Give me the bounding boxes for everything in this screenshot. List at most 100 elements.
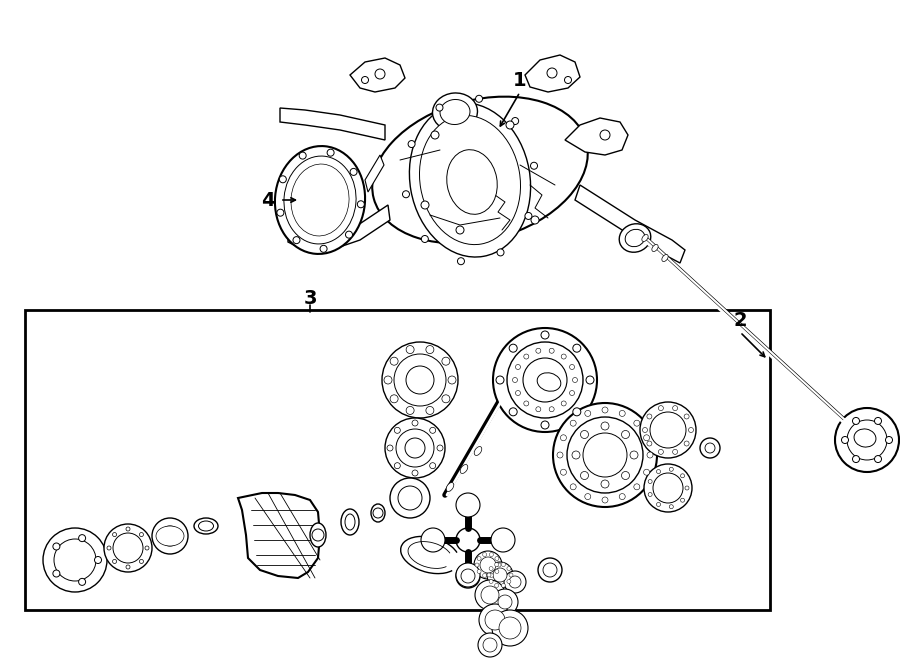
Circle shape (512, 118, 518, 124)
Text: 4: 4 (261, 190, 274, 210)
Circle shape (412, 470, 418, 476)
Polygon shape (565, 118, 628, 155)
Circle shape (78, 535, 86, 541)
Circle shape (126, 565, 130, 569)
Circle shape (487, 562, 513, 588)
Circle shape (659, 449, 663, 454)
Polygon shape (280, 108, 385, 140)
Circle shape (461, 569, 475, 583)
Ellipse shape (199, 521, 213, 531)
Circle shape (585, 494, 590, 500)
Polygon shape (525, 55, 580, 92)
Circle shape (688, 428, 694, 432)
Circle shape (672, 449, 678, 454)
Circle shape (495, 557, 499, 561)
Circle shape (647, 452, 653, 458)
Circle shape (659, 406, 663, 410)
Circle shape (507, 566, 511, 570)
Circle shape (327, 149, 334, 156)
Circle shape (431, 131, 439, 139)
Circle shape (390, 357, 398, 365)
Ellipse shape (619, 224, 651, 253)
Circle shape (640, 402, 696, 458)
Ellipse shape (371, 504, 385, 522)
Circle shape (567, 417, 643, 493)
Circle shape (875, 418, 881, 424)
Circle shape (501, 563, 506, 566)
Circle shape (852, 418, 860, 424)
Circle shape (647, 414, 652, 419)
Circle shape (104, 524, 152, 572)
Circle shape (140, 559, 143, 563)
Circle shape (572, 344, 580, 352)
Circle shape (653, 473, 683, 503)
Circle shape (571, 484, 576, 490)
Circle shape (630, 451, 638, 459)
Circle shape (672, 406, 678, 410)
Ellipse shape (291, 164, 349, 236)
Text: 3: 3 (303, 288, 317, 307)
Circle shape (583, 433, 627, 477)
Circle shape (536, 348, 541, 353)
Polygon shape (575, 185, 685, 263)
Circle shape (493, 328, 597, 432)
Circle shape (382, 342, 458, 418)
Circle shape (644, 469, 650, 475)
Circle shape (387, 445, 393, 451)
Circle shape (557, 452, 563, 458)
Circle shape (406, 407, 414, 414)
Circle shape (499, 617, 521, 639)
Circle shape (619, 410, 625, 416)
Circle shape (644, 435, 650, 441)
Circle shape (497, 249, 504, 256)
Circle shape (516, 391, 520, 395)
Circle shape (585, 410, 590, 416)
Circle shape (650, 412, 686, 448)
Ellipse shape (642, 235, 648, 241)
Circle shape (509, 573, 513, 577)
Polygon shape (310, 205, 390, 252)
Circle shape (516, 364, 520, 369)
Circle shape (525, 212, 532, 219)
Circle shape (670, 505, 673, 509)
Ellipse shape (460, 465, 468, 473)
Circle shape (456, 564, 480, 588)
Circle shape (436, 104, 443, 111)
Circle shape (580, 471, 589, 479)
Circle shape (412, 420, 418, 426)
Circle shape (293, 237, 300, 244)
Circle shape (94, 557, 102, 563)
Circle shape (152, 518, 188, 554)
Circle shape (112, 533, 117, 537)
Circle shape (562, 401, 566, 406)
Circle shape (541, 421, 549, 429)
Ellipse shape (194, 518, 218, 534)
Circle shape (421, 235, 428, 243)
Circle shape (619, 494, 625, 500)
Circle shape (507, 580, 511, 584)
Circle shape (491, 528, 515, 552)
Circle shape (384, 376, 392, 384)
Circle shape (549, 348, 554, 353)
Ellipse shape (345, 514, 355, 530)
Circle shape (421, 528, 445, 552)
Circle shape (394, 463, 400, 469)
Circle shape (478, 633, 502, 657)
Ellipse shape (419, 116, 520, 245)
Circle shape (78, 578, 86, 586)
Circle shape (524, 401, 529, 406)
Circle shape (492, 589, 518, 615)
Circle shape (456, 226, 464, 234)
Circle shape (489, 566, 493, 570)
Circle shape (644, 464, 692, 512)
Circle shape (656, 469, 661, 473)
Circle shape (492, 610, 528, 646)
Circle shape (490, 553, 493, 557)
Circle shape (648, 479, 652, 483)
Ellipse shape (310, 523, 326, 547)
Circle shape (524, 354, 529, 359)
Circle shape (643, 428, 647, 432)
Circle shape (373, 508, 383, 518)
Circle shape (495, 563, 499, 566)
Text: 1: 1 (513, 71, 526, 89)
